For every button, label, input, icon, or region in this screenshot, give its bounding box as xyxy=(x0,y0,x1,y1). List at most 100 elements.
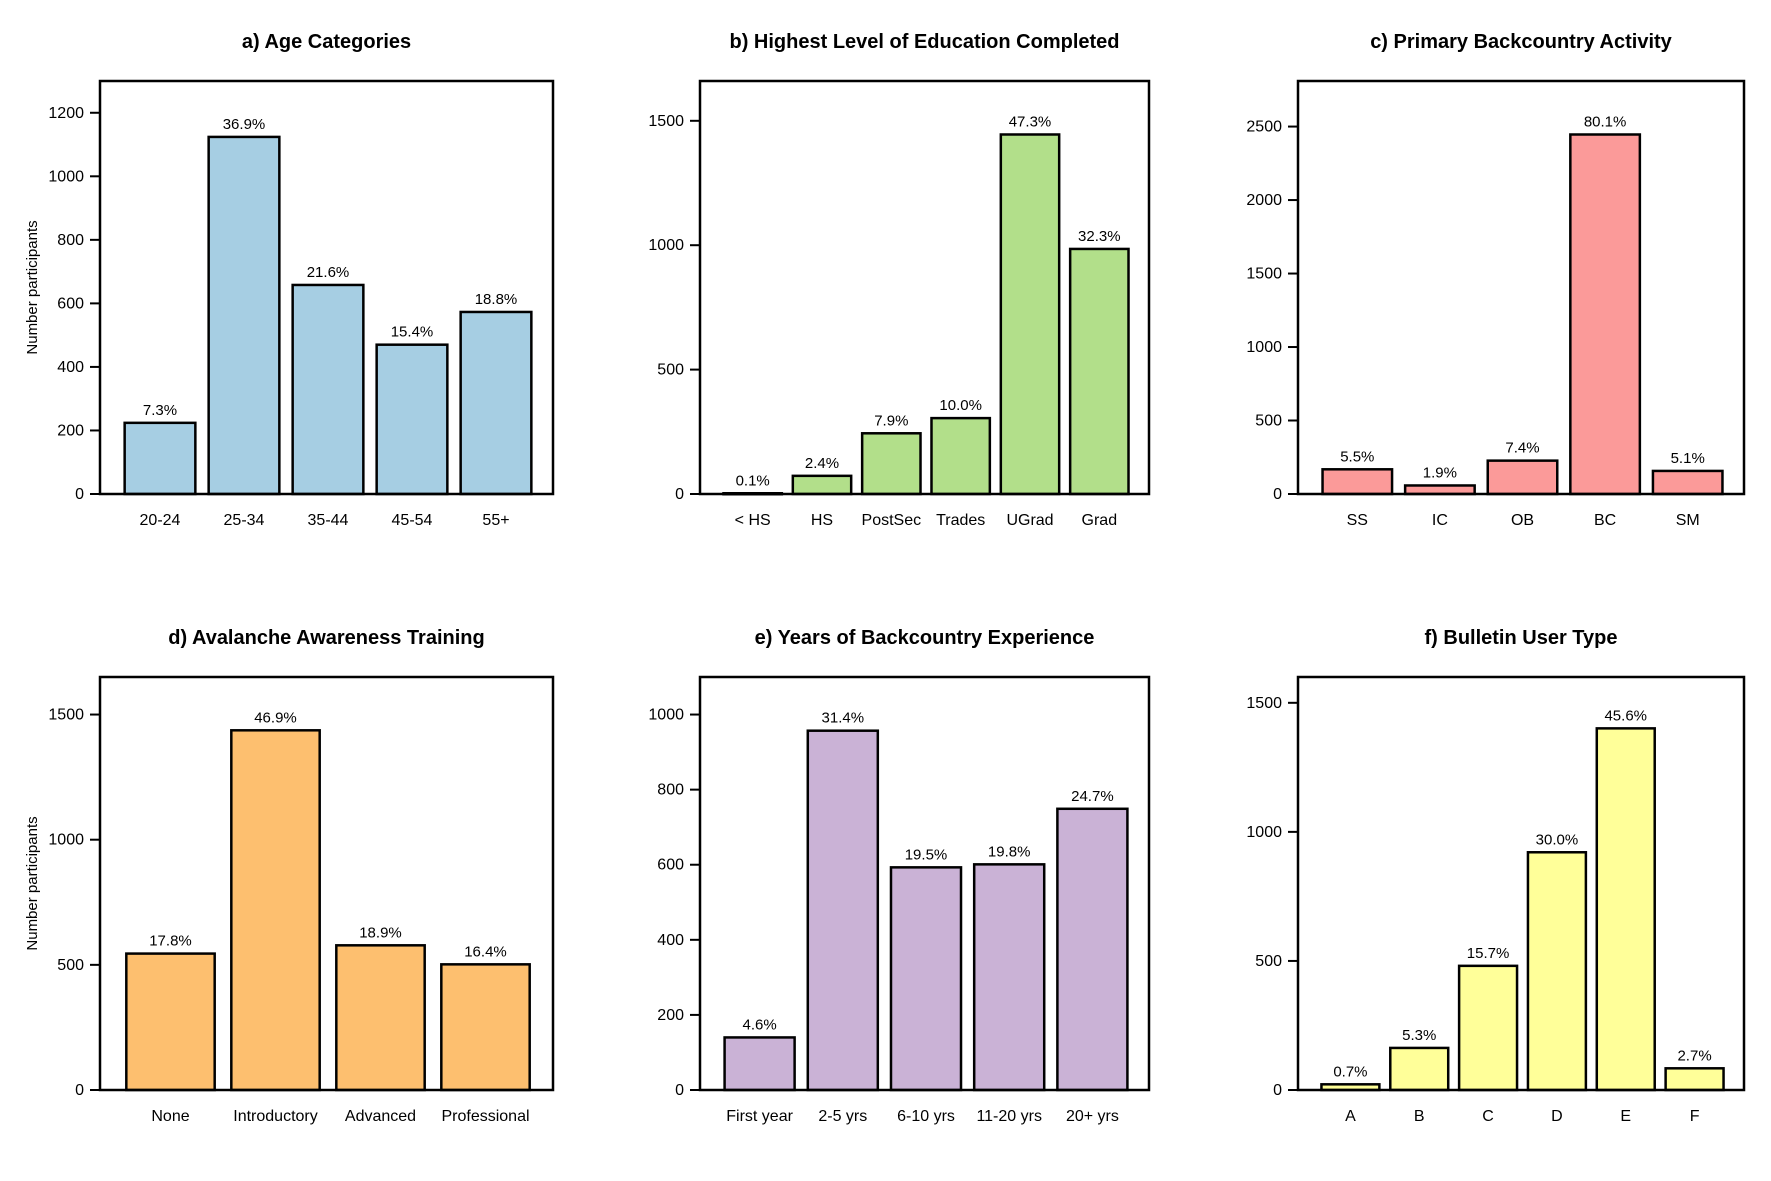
x-category-label: 45-54 xyxy=(392,512,433,529)
chart-panel-1: a) Age Categories Number participants 0 200… xyxy=(24,31,555,529)
bar-data-label: 21.6% xyxy=(307,264,350,281)
x-category-label: < HS xyxy=(735,512,771,529)
y-tick-label: 1000 xyxy=(648,237,684,254)
y-tick-label: 1000 xyxy=(1246,339,1282,356)
bar-data-label: 15.4% xyxy=(391,324,434,341)
x-category-label: IC xyxy=(1432,512,1448,529)
bar xyxy=(889,866,963,1092)
y-tick-label: 0 xyxy=(75,486,84,503)
panel-title: c) Primary Backcountry Activity xyxy=(1370,31,1672,53)
y-tick-label: 1500 xyxy=(648,113,684,130)
y-tick-label: 1000 xyxy=(648,707,684,724)
x-category-label: E xyxy=(1620,1108,1631,1125)
bar xyxy=(1486,459,1559,496)
bar xyxy=(1056,807,1129,1092)
bar xyxy=(1403,484,1476,496)
bar-data-label: 7.4% xyxy=(1505,440,1539,457)
x-category-label: OB xyxy=(1511,512,1534,529)
y-tick-label: 800 xyxy=(657,782,684,799)
y-axis-label: Number participants xyxy=(24,816,41,950)
y-tick-label: 400 xyxy=(57,359,84,376)
bar-data-label: 32.3% xyxy=(1078,228,1121,245)
y-axis-label: Number participants xyxy=(24,220,41,354)
bar xyxy=(1457,964,1519,1092)
bar-data-label: 7.9% xyxy=(874,412,908,429)
y-tick-label: 500 xyxy=(57,957,84,974)
bar xyxy=(125,952,216,1092)
x-category-label: HS xyxy=(811,512,833,529)
bar xyxy=(791,474,853,496)
bar xyxy=(1389,1046,1450,1092)
bar-data-label: 31.4% xyxy=(822,710,865,727)
x-category-label: SM xyxy=(1676,512,1700,529)
chart-panel-3: c) Primary Backcountry Activity 0 500 1000 1… xyxy=(1246,31,1746,529)
plot-frame xyxy=(698,675,1151,1092)
bar-data-label: 5.1% xyxy=(1671,450,1705,467)
x-category-label: First year xyxy=(726,1108,793,1125)
y-tick-label: 500 xyxy=(1255,413,1282,430)
bar xyxy=(723,1036,796,1092)
y-tick-label: 1200 xyxy=(48,105,84,122)
bar-data-label: 45.6% xyxy=(1604,707,1647,724)
bar-data-label: 46.9% xyxy=(254,709,297,726)
bar xyxy=(1664,1067,1725,1092)
bar-data-label: 1.9% xyxy=(1423,464,1457,481)
bar-data-label: 5.5% xyxy=(1340,448,1374,465)
bar xyxy=(230,729,321,1092)
bar xyxy=(860,432,922,496)
y-tick-label: 800 xyxy=(57,232,84,249)
x-category-label: PostSec xyxy=(862,512,922,529)
bar-data-label: 0.7% xyxy=(1333,1063,1367,1080)
bar xyxy=(207,135,281,496)
bar xyxy=(291,283,365,496)
bar xyxy=(972,863,1046,1092)
bar-data-label: 0.1% xyxy=(736,472,770,489)
bar-data-label: 18.8% xyxy=(475,291,518,308)
x-category-label: Grad xyxy=(1082,512,1118,529)
bar-data-label: 18.9% xyxy=(359,924,402,941)
plot-frame xyxy=(98,79,555,496)
bar xyxy=(459,310,533,496)
x-category-label: 20+ yrs xyxy=(1066,1108,1119,1125)
bar-data-label: 19.5% xyxy=(905,846,948,863)
y-tick-label: 400 xyxy=(657,932,684,949)
y-tick-label: 600 xyxy=(657,857,684,874)
plot-frame xyxy=(98,675,555,1092)
bar-data-label: 2.7% xyxy=(1677,1047,1711,1064)
panel-title: b) Highest Level of Education Completed xyxy=(729,31,1119,53)
y-tick-label: 0 xyxy=(1273,1082,1282,1099)
y-tick-label: 2500 xyxy=(1246,119,1282,136)
bar xyxy=(1651,469,1724,496)
y-tick-label: 1000 xyxy=(48,832,84,849)
x-category-label: 11-20 yrs xyxy=(976,1108,1042,1125)
bar-data-label: 7.3% xyxy=(143,402,177,419)
bar-data-label: 10.0% xyxy=(939,397,982,414)
bar xyxy=(1321,468,1394,496)
plot-frame xyxy=(698,79,1151,496)
x-category-label: 55+ xyxy=(482,512,509,529)
panel-title: a) Age Categories xyxy=(242,31,411,53)
bar-data-label: 2.4% xyxy=(805,455,839,472)
panel-title: f) Bulletin User Type xyxy=(1425,627,1618,649)
plot-frame xyxy=(1296,79,1746,496)
y-tick-label: 0 xyxy=(1273,486,1282,503)
bar xyxy=(123,421,197,496)
bar xyxy=(999,133,1061,496)
bar xyxy=(1569,133,1642,496)
x-category-label: UGrad xyxy=(1006,512,1053,529)
bar xyxy=(930,416,992,496)
panel-title: d) Avalanche Awareness Training xyxy=(168,627,484,649)
bar xyxy=(1068,247,1130,496)
bar xyxy=(440,963,531,1092)
y-tick-label: 1500 xyxy=(1246,266,1282,283)
x-category-label: SS xyxy=(1347,512,1368,529)
y-tick-label: 0 xyxy=(75,1082,84,1099)
y-tick-label: 1000 xyxy=(1246,824,1282,841)
x-category-label: BC xyxy=(1594,512,1616,529)
bar-data-label: 80.1% xyxy=(1584,113,1627,130)
panel-title: e) Years of Backcountry Experience xyxy=(755,627,1095,649)
x-category-label: D xyxy=(1551,1108,1563,1125)
bar-data-label: 24.7% xyxy=(1071,788,1114,805)
bar xyxy=(1595,727,1656,1092)
